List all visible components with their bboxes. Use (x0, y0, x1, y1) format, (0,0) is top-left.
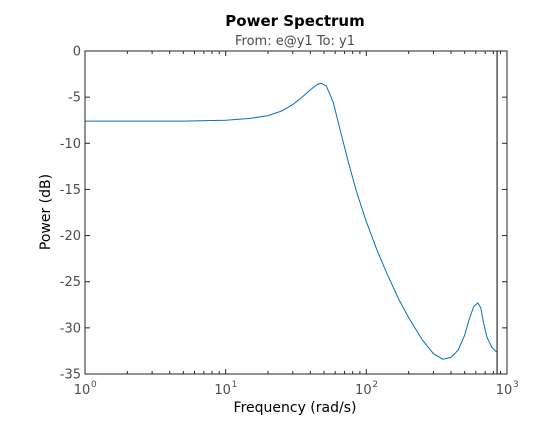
y-tick-label: 0 (73, 45, 81, 60)
y-tick-label: -35 (60, 368, 81, 383)
x-tick-label-exponent: 1 (232, 380, 238, 390)
x-tick-label-exponent: 3 (513, 380, 519, 390)
x-tick-label-exponent: 2 (372, 380, 378, 390)
x-tick-label-base: 10 (496, 383, 513, 398)
chart-title: Power Spectrum (225, 12, 364, 30)
x-tick-label-base: 10 (74, 383, 91, 398)
series-line-1 (85, 82, 497, 360)
plot-area (85, 51, 507, 374)
chart-subtitle: From: e@y1 To: y1 (235, 34, 355, 49)
x-tick-label: 10 2 (355, 380, 378, 398)
x-tick-label-exponent: 0 (91, 380, 97, 390)
y-tick-label: -15 (60, 183, 81, 198)
y-tick-label: -30 (60, 321, 81, 336)
x-tick-label: 10 0 (74, 380, 97, 398)
x-tick-label-base: 10 (355, 383, 372, 398)
y-axis-label: Power (dB) (38, 174, 54, 250)
y-tick-label: -25 (60, 275, 81, 290)
y-tick-label: -5 (68, 91, 81, 106)
y-tick-label: -20 (60, 229, 81, 244)
y-tick-label: -10 (60, 137, 81, 152)
plot-frame (84, 50, 508, 375)
x-tick-label: 10 1 (214, 380, 237, 398)
x-tick-label-base: 10 (214, 383, 231, 398)
x-axis-label: Frequency (rad/s) (234, 400, 357, 416)
x-tick-label: 10 3 (496, 380, 519, 398)
